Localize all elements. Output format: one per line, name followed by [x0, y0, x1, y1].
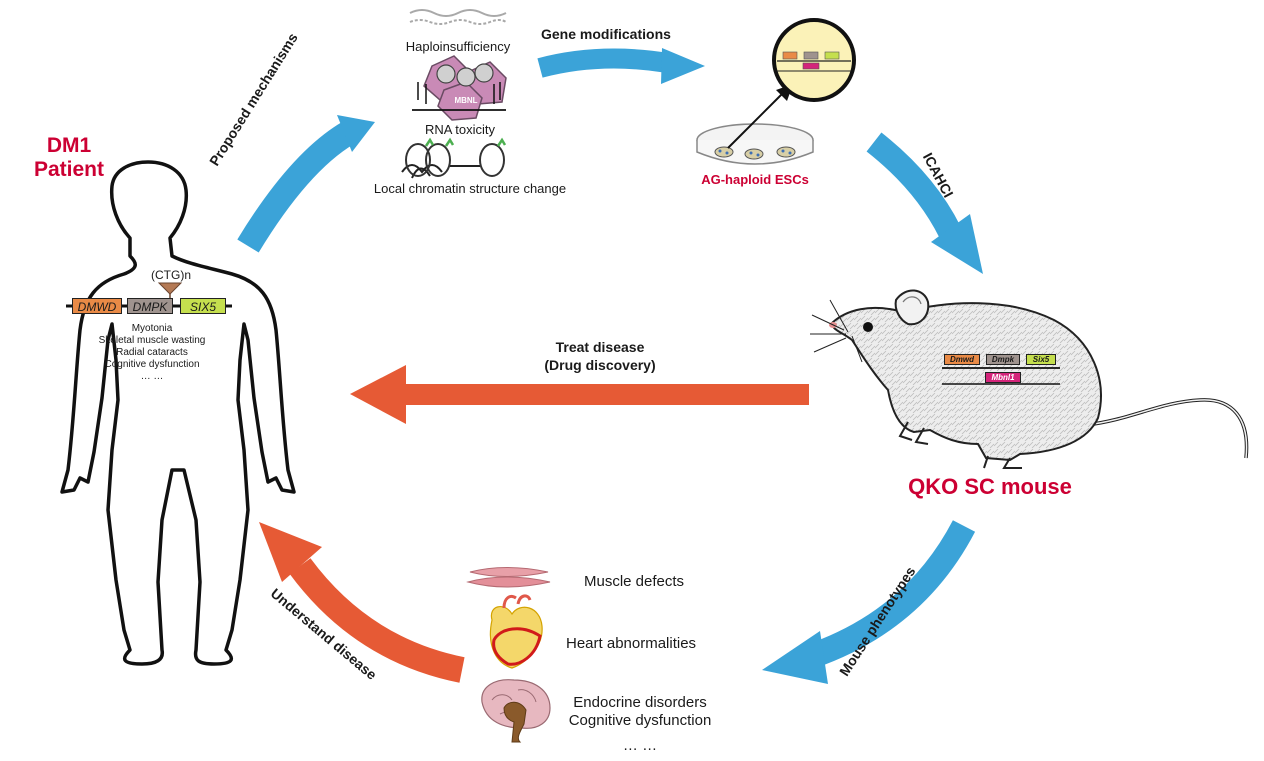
phenotype-cognitive: Cognitive dysfunction — [568, 712, 712, 729]
arrow-label-gene-mod: Gene modifications — [541, 26, 671, 42]
mouse-title: QKO SC mouse — [908, 474, 1072, 499]
arrow-understand-disease — [259, 522, 465, 683]
arrow-treat-disease — [350, 365, 809, 424]
heart-icon — [489, 594, 543, 669]
esc-dish — [696, 84, 814, 165]
symptom-muscle-wasting: Skeletal muscle wasting — [98, 335, 206, 346]
symptom-more: … … — [140, 371, 164, 382]
arrow-proposed-mechanisms — [237, 115, 375, 253]
mechanism-chromatin: Local chromatin structure change — [373, 181, 567, 196]
patient-title-patient: Patient — [33, 158, 104, 181]
gene-dmwd: DMWD — [72, 298, 122, 314]
mouse-gene-dmwd: Dmwd — [944, 354, 980, 365]
phenotype-endocrine: Endocrine disorders — [573, 694, 707, 711]
arrow-icahci — [866, 132, 983, 274]
symptom-cognitive: Cognitive dysfunction — [104, 359, 200, 370]
rna-toxicity-icon — [412, 55, 507, 121]
symptom-myotonia: Myotonia — [131, 323, 173, 334]
mouse-illustration — [810, 289, 1249, 469]
arrow-label-treat-2: (Drug discovery) — [544, 357, 656, 373]
mouse-gene-dmpk: Dmpk — [986, 354, 1020, 365]
gene-six5: SIX5 — [180, 298, 226, 314]
mouse-gene-mbnl1: Mbnl1 — [985, 372, 1021, 383]
mouse-gene-six5: Six5 — [1026, 354, 1056, 365]
arrow-label-treat-1: Treat disease — [555, 339, 645, 355]
phenotype-muscle: Muscle defects — [584, 573, 685, 590]
ctg-repeat-label: (CTG)n — [151, 268, 191, 282]
mechanism-rna-toxicity: RNA toxicity — [424, 122, 496, 137]
arrow-mouse-phenotypes — [762, 520, 976, 684]
arrow-gene-modifications — [537, 48, 705, 84]
phenotype-more: … … — [622, 737, 658, 754]
patient-title-dm1: DM1 — [46, 134, 92, 157]
muscle-icon — [466, 567, 551, 588]
brain-icon — [481, 679, 551, 743]
esc-zoom-circle — [772, 18, 856, 102]
chromatin-icon — [401, 137, 507, 179]
mbnl-protein-label: MBNL — [454, 96, 478, 105]
haploinsufficiency-icon — [409, 9, 507, 25]
human-silhouette — [60, 160, 296, 666]
symptom-cataracts: Radial cataracts — [116, 347, 188, 358]
phenotype-heart: Heart abnormalities — [566, 635, 697, 652]
gene-dmpk: DMPK — [127, 298, 173, 314]
esc-label: AG-haploid ESCs — [701, 172, 809, 187]
mechanism-haploinsufficiency: Haploinsufficiency — [405, 39, 511, 54]
